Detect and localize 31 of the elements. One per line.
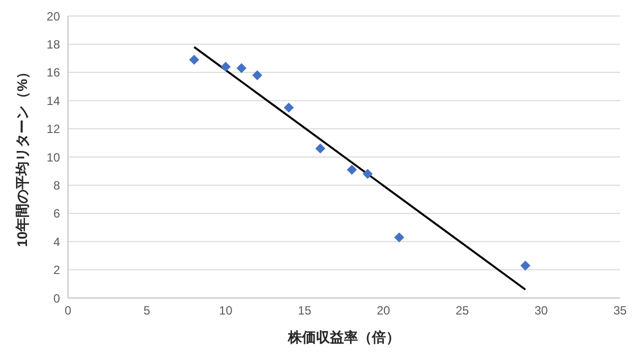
point [346, 164, 357, 175]
y-tick-label: 6 [53, 206, 60, 221]
y-tick-label: 12 [46, 122, 60, 136]
y-tick-label: 2 [53, 263, 60, 278]
y-tick-label: 16 [46, 66, 60, 80]
x-tick-label: 35 [613, 304, 627, 318]
point [236, 63, 246, 74]
point [520, 260, 530, 271]
y-tick-label: 20 [46, 9, 60, 24]
point [220, 62, 231, 72]
y-tick-label: 4 [53, 234, 60, 249]
y-tick-label: 0 [53, 291, 60, 306]
x-tick-label: 30 [534, 304, 548, 318]
x-tick-label: 25 [456, 304, 470, 318]
point [252, 70, 262, 80]
y-tick-label: 14 [46, 94, 60, 108]
x-axis-title: 株価収益率（倍） [287, 329, 400, 345]
x-tick-label: 5 [144, 304, 151, 318]
y-axis-title: 10年間の平均リターン（%） [14, 64, 30, 247]
point [189, 54, 200, 65]
y-tick-label: 10 [46, 150, 60, 164]
point [315, 144, 326, 154]
y-tick-label: 18 [46, 37, 60, 52]
x-tick-label: 20 [376, 304, 390, 318]
point [362, 168, 373, 179]
x-tick-label: 10 [219, 304, 233, 318]
x-tick-label: 0 [64, 304, 72, 318]
point [394, 232, 404, 242]
x-tick-label: 15 [298, 304, 312, 318]
y-tick-label: 8 [53, 178, 60, 192]
point [284, 102, 294, 113]
